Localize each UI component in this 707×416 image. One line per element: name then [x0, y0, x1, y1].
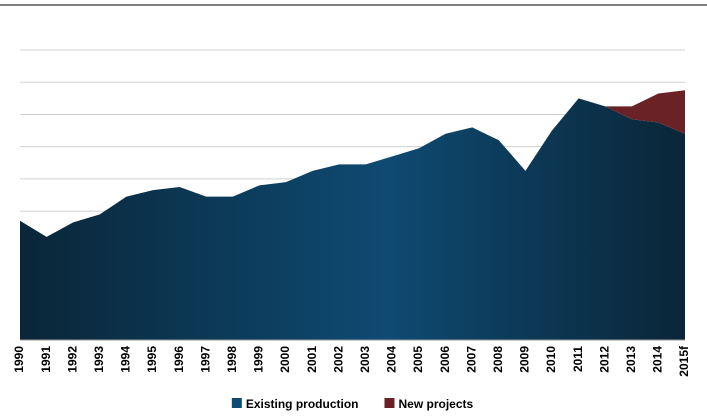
x-tick-label: 2012	[597, 346, 611, 373]
x-tick-label: 1994	[119, 346, 133, 373]
legend-swatch	[384, 398, 395, 408]
x-tick-label: 2011	[571, 346, 585, 372]
x-tick-label: 2004	[385, 346, 399, 373]
x-tick-label: 1993	[92, 346, 106, 373]
x-tick-label: 2007	[464, 346, 478, 373]
x-tick-label: 2006	[438, 346, 452, 373]
legend-label: New projects	[398, 397, 473, 411]
x-tick-label: 2005	[411, 346, 425, 373]
x-tick-label: 2009	[518, 346, 532, 373]
legend-swatch	[231, 398, 242, 408]
x-tick-label: 2003	[358, 346, 372, 373]
legend: Existing production New projects	[231, 397, 474, 411]
x-tick-label: 1990	[12, 346, 26, 373]
x-tick-label: 1996	[172, 346, 186, 373]
x-tick-label: 2015f	[677, 345, 691, 377]
x-tick-label: 2014	[651, 346, 665, 373]
x-tick-label: 2001	[305, 346, 319, 373]
x-tick-label: 1999	[252, 346, 266, 373]
area	[20, 98, 685, 340]
x-tick-label: 1998	[225, 346, 239, 373]
x-tick-label: 2008	[491, 346, 505, 373]
x-tick-label: 2010	[544, 346, 558, 373]
x-tick-label: 2013	[624, 346, 638, 373]
legend-label: Existing production	[246, 397, 359, 411]
x-tick-label: 1997	[198, 346, 212, 373]
x-tick-label: 2002	[331, 346, 345, 373]
x-tick-label: 1992	[65, 346, 79, 373]
x-tick-label: 1995	[145, 346, 159, 373]
x-tick-label: 2000	[278, 346, 292, 373]
x-tick-label: 1991	[39, 346, 53, 373]
